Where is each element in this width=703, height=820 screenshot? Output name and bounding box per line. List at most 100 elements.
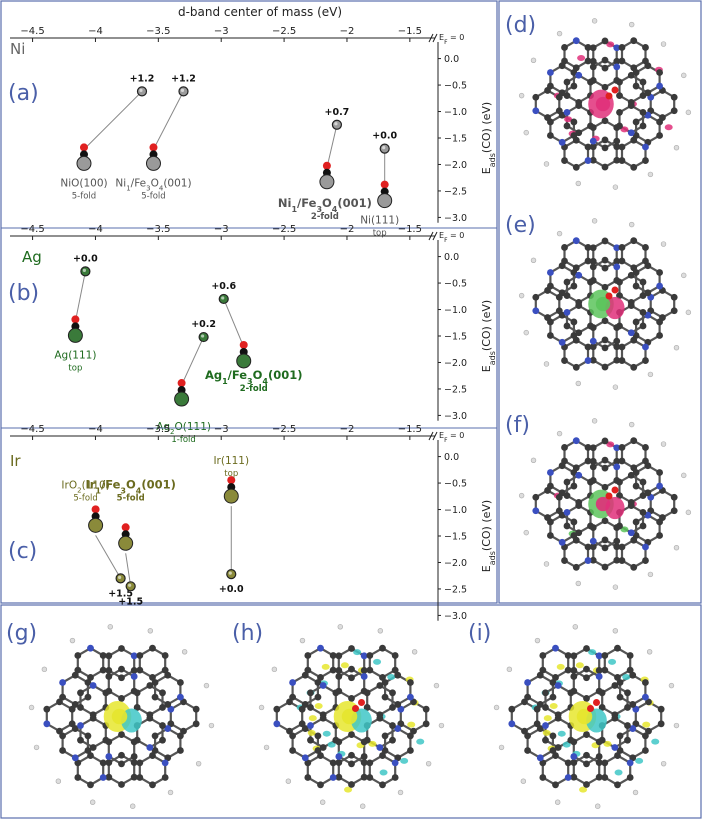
metal-density-center xyxy=(595,296,611,312)
carbon-atom xyxy=(363,689,371,697)
carbon-atom xyxy=(539,759,547,767)
carbon-atom xyxy=(532,93,540,101)
carbon-atom xyxy=(544,514,551,521)
carbon-atom xyxy=(570,282,578,290)
carbon-atom xyxy=(575,299,583,306)
carbon-atom xyxy=(130,773,138,781)
carbon-atom xyxy=(363,704,371,711)
adsorbate-model xyxy=(145,143,161,171)
panel-label: (g) xyxy=(6,621,37,646)
oxygen-atom xyxy=(587,705,594,712)
carbon-atom xyxy=(561,457,568,465)
carbon-atom xyxy=(639,522,647,530)
carbon-atom xyxy=(533,720,541,728)
structure-panel: (d) xyxy=(505,13,692,190)
nitrogen-atom xyxy=(627,329,635,337)
carbon-atom xyxy=(630,437,638,445)
carbon-atom xyxy=(563,278,571,286)
carbon-atom xyxy=(618,357,626,364)
site-sub-label: 5-fold xyxy=(73,493,97,503)
carbon-atom xyxy=(611,682,619,689)
carbon-atom xyxy=(618,557,626,564)
carbon-atom xyxy=(601,83,609,91)
density-isosurface xyxy=(605,496,625,520)
carbon-atom xyxy=(601,517,609,525)
oxygen-atom xyxy=(611,86,619,94)
hydrogen-atom xyxy=(673,545,680,551)
carbon-atom xyxy=(192,705,200,713)
density-lobe xyxy=(557,730,566,737)
carbon-atom xyxy=(547,282,554,290)
bond-ring xyxy=(138,646,167,679)
nitrogen-atom xyxy=(584,157,592,164)
hydrogen-atom xyxy=(518,492,525,499)
nitrogen-atom xyxy=(532,307,540,315)
nitrogen-atom xyxy=(164,725,172,732)
structure-panel: (h) xyxy=(232,621,445,809)
carbon-atom xyxy=(59,747,66,754)
carbon-atom xyxy=(572,64,580,72)
carbon-atom xyxy=(159,736,166,744)
carbon-atom xyxy=(639,478,647,486)
metal-atom xyxy=(88,517,104,533)
hydrogen-atom xyxy=(575,580,581,587)
oxygen-atom xyxy=(227,476,236,485)
carbon-atom xyxy=(304,759,312,767)
nitrogen-atom xyxy=(547,69,554,76)
carbon-atom xyxy=(74,774,82,781)
bond-ring xyxy=(620,538,647,569)
nitrogen-atom xyxy=(552,644,559,652)
carbon-atom xyxy=(611,711,619,719)
nitrogen-atom xyxy=(146,744,154,751)
x-tick-label: −1.5 xyxy=(398,424,422,435)
leader-line xyxy=(181,336,205,386)
carbon-atom xyxy=(389,736,396,744)
structure-panel: (g) xyxy=(6,621,215,809)
site-label: Ni(111) xyxy=(360,215,399,227)
y-tick-label: 0.0 xyxy=(444,54,459,65)
hydrogen-atom xyxy=(518,92,525,99)
hydrogen-atom xyxy=(591,18,598,24)
carbon-atom xyxy=(589,277,597,284)
carbon-atom xyxy=(567,736,575,744)
axis-break xyxy=(428,231,438,241)
chart-panel: −4.5 −4 −3.5 −3 −2.5 −2 −1.5 EF = 0 0.0 −0.5 −1.0 −… xyxy=(8,26,497,239)
carbon-atom xyxy=(624,704,631,711)
site-label: Ni1/Fe3O4(001) xyxy=(115,177,191,192)
nitrogen-atom xyxy=(613,463,621,471)
carbon-atom xyxy=(613,324,621,331)
carbon-atom xyxy=(99,666,107,674)
carbon-atom xyxy=(656,118,663,126)
hydrogen-atom xyxy=(673,145,680,151)
carbon-atom xyxy=(99,652,107,659)
hydrogen-atom xyxy=(612,184,619,190)
data-point-highlight xyxy=(139,88,143,93)
nitrogen-atom xyxy=(407,693,414,701)
y-tick-label: −1.5 xyxy=(444,332,467,343)
carbon-atom xyxy=(536,671,544,679)
carbon-atom xyxy=(360,753,368,760)
hydrogen-atom xyxy=(685,509,692,516)
x-tick-label: −2 xyxy=(340,26,355,37)
carbon-atom xyxy=(71,671,79,679)
site-label: Ag2O(111) xyxy=(156,421,211,436)
carbon-atom xyxy=(89,711,97,719)
carbon-atom xyxy=(570,82,578,90)
carbon-atom xyxy=(575,129,583,137)
y-tick-label: −2.5 xyxy=(444,186,467,197)
carbon-atom xyxy=(118,781,125,788)
carbon-atom xyxy=(136,666,144,674)
carbon-atom xyxy=(584,457,592,465)
carbon-atom xyxy=(555,507,563,515)
metal-density-center xyxy=(111,708,128,725)
leader-line xyxy=(74,271,86,322)
metal-atom xyxy=(145,155,161,171)
hydrogen-atom xyxy=(591,218,598,224)
carbon-atom xyxy=(532,293,540,301)
nitrogen-atom xyxy=(130,673,138,680)
nitrogen-atom xyxy=(589,137,597,145)
carbon-atom xyxy=(542,704,549,711)
carbon-atom xyxy=(616,278,623,286)
carbon-atom xyxy=(366,759,374,767)
leader-line xyxy=(125,553,132,587)
